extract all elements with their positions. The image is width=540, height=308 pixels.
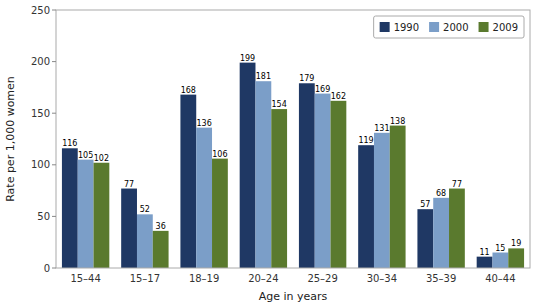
- data-label: 36: [156, 222, 166, 231]
- bar: [121, 189, 137, 268]
- bar: [62, 148, 78, 268]
- bar: [212, 159, 228, 268]
- bar: [180, 95, 196, 268]
- x-tick-label: 15–17: [130, 273, 160, 284]
- data-label: 131: [374, 124, 389, 133]
- y-tick: [52, 216, 56, 217]
- bar: [196, 128, 212, 268]
- data-label: 136: [196, 119, 211, 128]
- chart-svg: 116 77 168 199 179 119 57 11 105 52 136 181 169 131 68…: [0, 0, 540, 308]
- data-label: 154: [272, 100, 287, 109]
- y-tick-label: 200: [31, 56, 50, 67]
- bar: [477, 257, 493, 268]
- plot-frame: [56, 10, 530, 268]
- y-tick: [52, 10, 56, 11]
- data-label: 106: [212, 150, 227, 159]
- legend-label: 2009: [493, 22, 518, 33]
- y-tick: [52, 113, 56, 114]
- data-label: 199: [240, 54, 255, 63]
- data-label: 52: [140, 205, 150, 214]
- bar: [492, 253, 508, 268]
- bar: [153, 231, 169, 268]
- y-tick: [52, 164, 56, 165]
- data-label: 116: [62, 139, 77, 148]
- y-tick-label: 100: [31, 159, 50, 170]
- x-tick-label: 40–44: [485, 273, 515, 284]
- data-label: 77: [124, 180, 134, 189]
- legend-swatch: [479, 22, 489, 32]
- x-tick-label: 35–39: [426, 273, 456, 284]
- x-axis-label: Age in years: [259, 290, 328, 303]
- data-label: 179: [299, 74, 314, 83]
- y-tick-label: 0: [44, 263, 50, 274]
- x-tick-label: 25–29: [307, 273, 337, 284]
- data-label: 168: [181, 86, 196, 95]
- data-label: 15: [495, 244, 505, 253]
- data-label: 11: [479, 248, 489, 257]
- bar: [271, 109, 287, 268]
- x-tick-label: 30–34: [367, 273, 397, 284]
- data-label: 119: [358, 136, 373, 145]
- y-tick-label: 50: [37, 211, 50, 222]
- bar: [358, 145, 374, 268]
- bar: [78, 160, 94, 268]
- data-label: 68: [436, 189, 446, 198]
- legend-label: 1990: [394, 22, 419, 33]
- bar: [417, 209, 433, 268]
- legend-swatch: [429, 22, 439, 32]
- bar: [299, 83, 315, 268]
- legend-label: 2000: [443, 22, 468, 33]
- bar: [390, 126, 406, 268]
- y-tick: [52, 61, 56, 62]
- legend: 1990 2000 2009: [374, 16, 524, 38]
- legend-box: [374, 16, 524, 38]
- y-tick: [52, 268, 56, 269]
- bar: [508, 248, 524, 268]
- legend-swatch: [380, 22, 390, 32]
- bar: [449, 189, 465, 268]
- data-label: 162: [331, 92, 346, 101]
- bar: [137, 214, 153, 268]
- data-label: 102: [94, 154, 109, 163]
- x-tick-label: 18–19: [189, 273, 219, 284]
- x-tick-label: 20–24: [248, 273, 278, 284]
- bar: [240, 63, 256, 268]
- bar: [331, 101, 347, 268]
- data-label: 19: [511, 239, 521, 248]
- data-label: 169: [315, 85, 330, 94]
- chart-container: 116 77 168 199 179 119 57 11 105 52 136 181 169 131 68…: [0, 0, 540, 308]
- bars: [62, 63, 524, 268]
- bar: [315, 94, 331, 268]
- data-label: 181: [256, 72, 271, 81]
- y-axis-label: Rate per 1,000 women: [4, 76, 17, 202]
- bar: [255, 81, 271, 268]
- data-label: 77: [452, 180, 462, 189]
- y-tick-label: 150: [31, 108, 50, 119]
- data-label: 57: [420, 200, 430, 209]
- bar: [433, 198, 449, 268]
- y-tick-label: 250: [31, 5, 50, 16]
- data-labels: 116 77 168 199 179 119 57 11 105 52 136 181 169 131 68…: [62, 54, 521, 257]
- bar: [94, 163, 110, 268]
- bar: [374, 133, 390, 268]
- data-label: 138: [390, 117, 405, 126]
- data-label: 105: [78, 151, 93, 160]
- x-tick-label: 15–44: [70, 273, 100, 284]
